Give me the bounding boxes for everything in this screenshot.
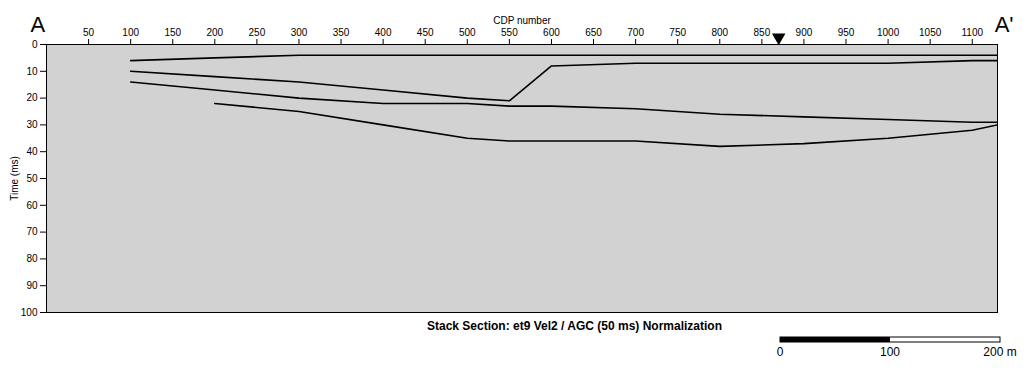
svg-text:900: 900 bbox=[796, 27, 813, 38]
svg-text:250: 250 bbox=[249, 27, 266, 38]
svg-text:20: 20 bbox=[26, 92, 38, 103]
svg-text:1100: 1100 bbox=[961, 27, 983, 38]
svg-text:100: 100 bbox=[21, 307, 38, 318]
svg-text:400: 400 bbox=[375, 27, 392, 38]
svg-text:950: 950 bbox=[838, 27, 855, 38]
svg-text:550: 550 bbox=[501, 27, 518, 38]
svg-text:Time (ms): Time (ms) bbox=[9, 156, 20, 201]
svg-text:A': A' bbox=[995, 12, 1014, 37]
svg-text:450: 450 bbox=[417, 27, 434, 38]
svg-text:30: 30 bbox=[26, 119, 38, 130]
svg-text:700: 700 bbox=[627, 27, 644, 38]
svg-text:50: 50 bbox=[26, 173, 38, 184]
svg-text:200: 200 bbox=[206, 27, 223, 38]
html-text:Stack Section: et9 Vel2 / AGC: Stack Section: et9 Vel2 / AGC (50 ms) No… bbox=[427, 319, 722, 333]
svg-text:0: 0 bbox=[777, 345, 784, 359]
svg-text:1000: 1000 bbox=[877, 27, 900, 38]
svg-text:750: 750 bbox=[669, 27, 686, 38]
svg-text:0: 0 bbox=[32, 39, 38, 50]
svg-text:10: 10 bbox=[26, 66, 38, 77]
svg-text:500: 500 bbox=[459, 27, 476, 38]
svg-text:60: 60 bbox=[26, 200, 38, 211]
svg-text:100: 100 bbox=[880, 345, 900, 359]
svg-text:200 m: 200 m bbox=[983, 345, 1016, 359]
svg-text:100: 100 bbox=[122, 27, 139, 38]
svg-text:1050: 1050 bbox=[919, 27, 942, 38]
svg-text:850: 850 bbox=[754, 27, 771, 38]
svg-text:90: 90 bbox=[26, 280, 38, 291]
svg-text:80: 80 bbox=[26, 253, 38, 264]
svg-text:CDP number: CDP number bbox=[493, 15, 551, 26]
svg-text:650: 650 bbox=[585, 27, 602, 38]
svg-text:300: 300 bbox=[291, 27, 308, 38]
svg-text:40: 40 bbox=[26, 146, 38, 157]
svg-text:350: 350 bbox=[333, 27, 350, 38]
svg-text:A: A bbox=[31, 12, 46, 37]
svg-text:800: 800 bbox=[711, 27, 728, 38]
svg-text:600: 600 bbox=[543, 27, 560, 38]
svg-text:50: 50 bbox=[83, 27, 95, 38]
svg-text:150: 150 bbox=[164, 27, 181, 38]
svg-text:70: 70 bbox=[26, 226, 38, 237]
